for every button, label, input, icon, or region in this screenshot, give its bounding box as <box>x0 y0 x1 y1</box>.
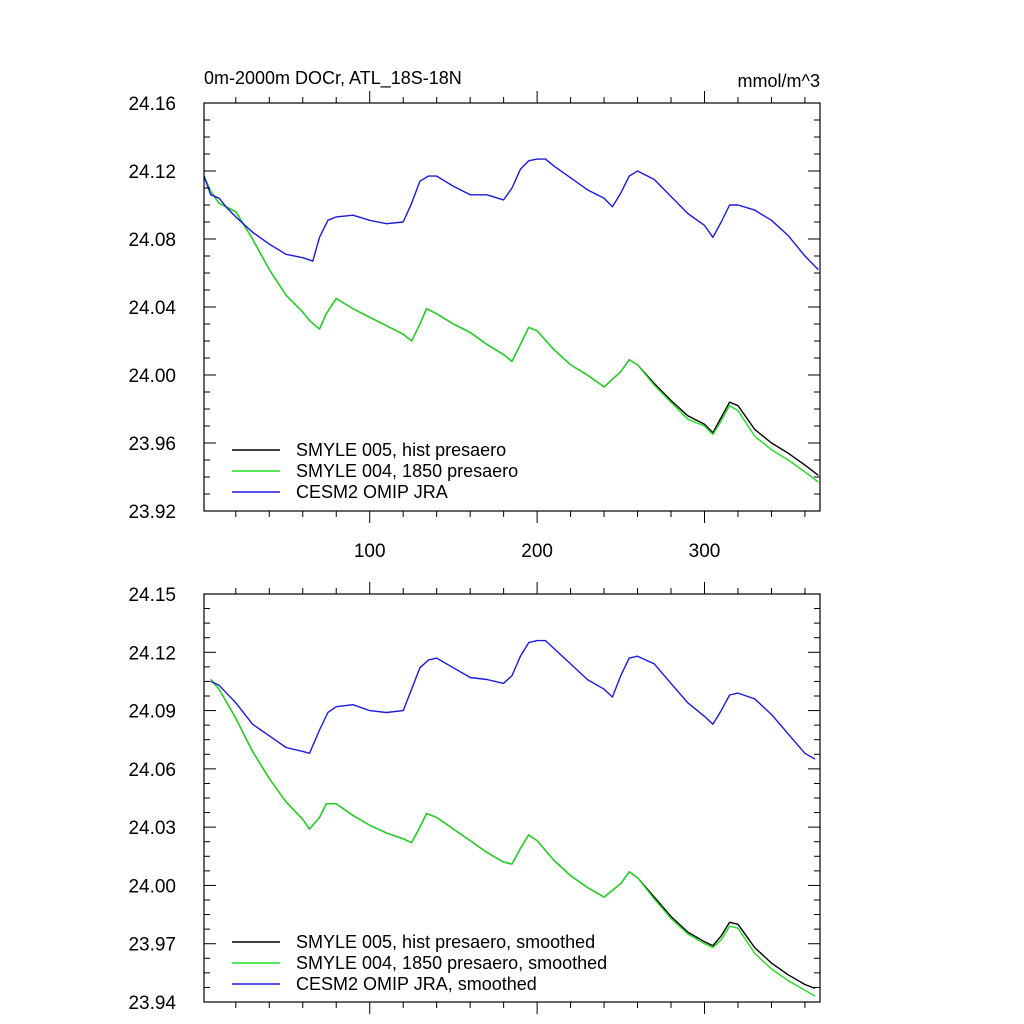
top-panel-series-group <box>203 158 819 483</box>
bottom-panel-legend: SMYLE 005, hist presaero, smoothedSMYLE … <box>232 932 607 994</box>
bottom-panel-ticks <box>204 582 820 1014</box>
series-line-3 <box>210 639 816 760</box>
y-tick-label: 23.92 <box>128 502 176 523</box>
top-panel-frame <box>203 102 821 512</box>
y-tick-label: 24.15 <box>128 585 176 606</box>
top-panel: 0m-2000m DOCr, ATL_18S-18N mmol/m^3 24.1… <box>128 68 821 562</box>
legend-label: CESM2 OMIP JRA, smoothed <box>296 974 537 994</box>
y-tick-label: 24.12 <box>128 162 176 183</box>
x-tick-label: 100 <box>354 541 386 562</box>
top-panel-title: 0m-2000m DOCr, ATL_18S-18N <box>204 68 462 89</box>
y-tick-label: 23.94 <box>128 993 176 1014</box>
y-tick-label: 24.04 <box>128 298 176 319</box>
y-tick-label: 24.12 <box>128 643 176 664</box>
legend-label: SMYLE 004, 1850 presaero <box>296 461 518 481</box>
bottom-panel-y-tick-labels: 24.15 24.12 24.09 24.06 24.03 24.00 23.97 23.94 <box>128 585 176 1014</box>
y-tick-label: 24.16 <box>128 94 176 115</box>
series-line-1 <box>203 175 819 476</box>
top-panel-y-tick-labels: 24.16 24.12 24.08 24.04 24.00 23.96 23.92 <box>128 94 176 523</box>
bottom-panel-series-group <box>210 639 816 997</box>
y-tick-label: 24.00 <box>128 876 176 897</box>
y-tick-label: 23.97 <box>128 935 176 956</box>
y-tick-label: 23.96 <box>128 434 176 455</box>
legend-label: SMYLE 005, hist presaero, smoothed <box>296 932 595 952</box>
x-tick-label: 200 <box>521 541 553 562</box>
x-tick-label: 300 <box>689 541 721 562</box>
y-tick-label: 24.00 <box>128 366 176 387</box>
y-tick-label: 24.06 <box>128 760 176 781</box>
legend-label: SMYLE 005, hist presaero <box>296 440 506 460</box>
series-line-2 <box>203 175 819 483</box>
top-panel-units: mmol/m^3 <box>738 71 820 91</box>
top-panel-ticks <box>204 91 820 523</box>
top-panel-x-tick-labels: 100 200 300 <box>354 541 720 562</box>
y-tick-label: 24.08 <box>128 230 176 251</box>
series-line-3 <box>203 158 819 271</box>
bottom-panel-frame <box>203 593 821 1003</box>
y-tick-label: 24.09 <box>128 702 176 723</box>
bottom-panel: 24.15 24.12 24.09 24.06 24.03 24.00 23.97 23.94… <box>128 582 821 1014</box>
legend-label: SMYLE 004, 1850 presaero, smoothed <box>296 953 607 973</box>
y-tick-label: 24.03 <box>128 818 176 839</box>
legend-label: CESM2 OMIP JRA <box>296 482 448 502</box>
series-line-2 <box>210 679 816 997</box>
